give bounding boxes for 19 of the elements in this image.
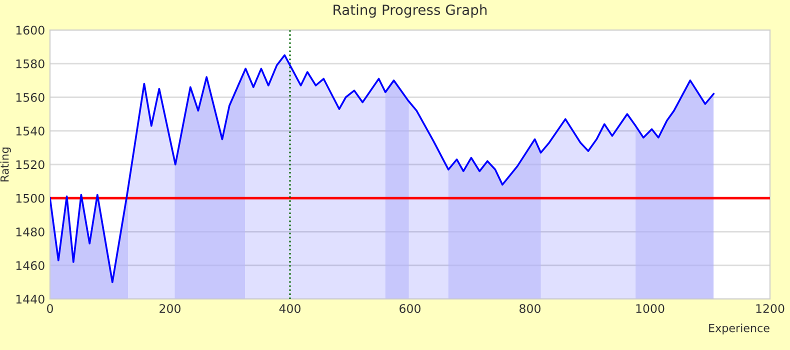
y-tick-label: 1580 bbox=[16, 59, 44, 68]
x-tick-label: 400 bbox=[279, 304, 300, 313]
y-tick-label: 1480 bbox=[16, 227, 44, 236]
y-tick-label: 1460 bbox=[16, 261, 44, 270]
y-tick-label: 1440 bbox=[16, 294, 44, 304]
x-tick-label: 0 bbox=[47, 304, 53, 313]
x-tick-label: 1200 bbox=[756, 304, 784, 313]
y-tick-label: 1560 bbox=[16, 92, 44, 102]
x-axis-title: Experience bbox=[709, 324, 770, 334]
y-tick-label: 1600 bbox=[16, 26, 44, 35]
y-tick-label: 1500 bbox=[16, 194, 44, 203]
y-axis-title: Rating bbox=[0, 148, 11, 182]
x-tick-label: 1000 bbox=[636, 304, 664, 313]
x-tick-label: 800 bbox=[520, 304, 540, 313]
chart-title: Rating Progress Graph bbox=[334, 4, 487, 18]
y-tick-label: 1540 bbox=[16, 126, 44, 136]
x-tick-label: 200 bbox=[160, 304, 180, 313]
y-tick-label: 1520 bbox=[16, 160, 44, 170]
x-tick-label: 600 bbox=[400, 304, 420, 313]
